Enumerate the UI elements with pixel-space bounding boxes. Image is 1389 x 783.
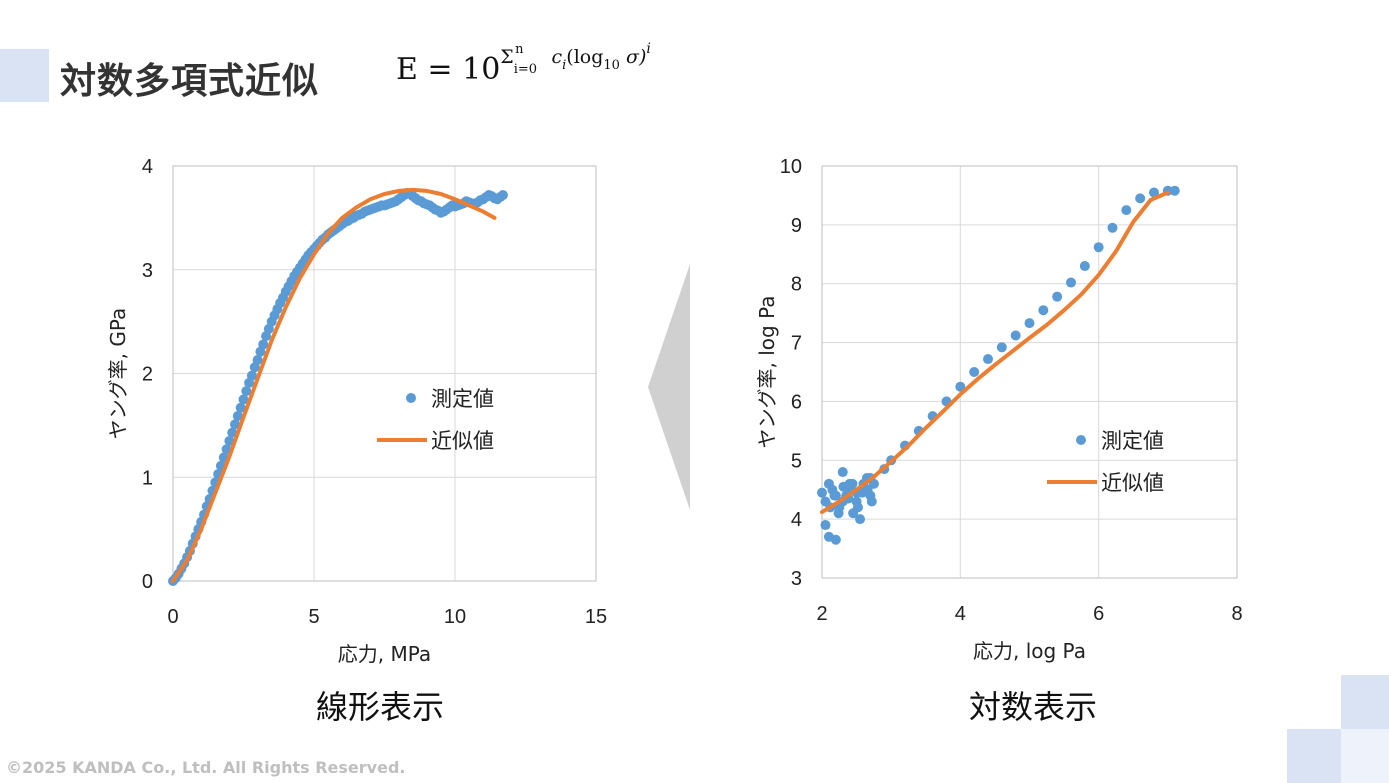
data-point — [837, 467, 848, 478]
y-tick-label: 8 — [791, 274, 802, 296]
data-point — [224, 435, 235, 446]
plot-area — [821, 165, 1238, 579]
data-point — [1038, 305, 1049, 316]
data-point — [235, 402, 246, 413]
formula-exponent: Σi=0n ci(log10 σ)i — [500, 41, 651, 77]
y-tick-label: 9 — [791, 215, 802, 237]
formula-exp: i — [646, 41, 651, 57]
chart-caption-log: 対数表示 — [968, 688, 1097, 726]
data-point — [820, 520, 831, 531]
data-point — [1107, 222, 1118, 233]
y-axis-label: ヤング率, GPa — [106, 308, 130, 440]
y-tick-label: 1 — [142, 467, 153, 489]
data-point — [833, 508, 844, 519]
formula-paren: (log — [566, 46, 604, 68]
formula-paren-end: σ) — [619, 46, 647, 68]
data-point — [996, 342, 1007, 353]
data-point — [852, 502, 863, 513]
fit-line — [820, 190, 1170, 515]
data-point — [238, 394, 249, 405]
y-tick-label: 5 — [791, 450, 802, 472]
data-point — [823, 478, 834, 489]
data-point — [246, 370, 257, 381]
data-point — [1024, 318, 1035, 329]
data-point — [1093, 242, 1104, 253]
legend-label-measured: 測定値 — [1101, 429, 1164, 453]
y-tick-label: 2 — [142, 364, 153, 386]
y-tick-label: 6 — [791, 391, 802, 413]
log-chart: 2 4 6 8 3 4 5 6 7 8 9 10 応力, log Pa ヤング率, log Pa 測定値近似… — [755, 156, 1243, 663]
x-tick-label: 4 — [955, 603, 966, 625]
data-point — [1052, 291, 1063, 302]
x-axis-label: 応力, MPa — [338, 642, 431, 666]
data-point — [227, 427, 238, 438]
data-point — [258, 339, 269, 350]
x-tick-label: 5 — [308, 606, 319, 628]
data-point — [497, 190, 508, 201]
legend-label-measured: 測定値 — [431, 387, 494, 411]
legend-marker-measured — [1076, 435, 1086, 445]
y-tick-label: 7 — [791, 333, 802, 355]
x-tick-label: 10 — [444, 606, 466, 628]
data-point — [241, 386, 252, 397]
copyright: ©2025 KANDA Co., Ltd. All Rights Reserve… — [6, 758, 406, 777]
y-tick-label: 3 — [791, 568, 802, 590]
plot-area — [172, 165, 597, 582]
left-arrow-triangle — [648, 264, 690, 510]
legend-label-fit: 近似値 — [1101, 471, 1164, 495]
data-point — [1066, 277, 1076, 288]
formula-sum: Σ — [500, 46, 514, 68]
formula-lhs: E = 10 — [396, 52, 501, 87]
x-tick-label: 2 — [816, 603, 827, 625]
y-axis-label: ヤング率, log Pa — [755, 296, 779, 449]
deco-square-3 — [1341, 729, 1389, 783]
deco-square-1 — [1341, 675, 1389, 729]
legend-label-fit: 近似値 — [431, 429, 494, 453]
y-tick-label: 4 — [142, 156, 153, 178]
data-point — [983, 354, 993, 365]
data-point — [232, 411, 243, 422]
data-point — [955, 381, 966, 392]
formula-sum-sub: i=0 — [513, 62, 538, 77]
x-tick-label: 15 — [585, 606, 607, 628]
data-point — [1010, 330, 1021, 341]
deco-square-2 — [1287, 729, 1341, 783]
x-tick-label: 0 — [167, 606, 178, 628]
formula-body-sub: i — [562, 58, 567, 73]
x-tick-label: 8 — [1231, 603, 1242, 625]
arrow-shape — [648, 264, 690, 510]
data-point — [855, 514, 866, 525]
accent-square — [0, 49, 49, 102]
data-point — [230, 419, 241, 430]
data-point — [1135, 193, 1146, 204]
formula: E = 10Σi=0n ci(log10 σ)i — [396, 41, 651, 87]
data-point — [830, 534, 841, 545]
formula-sum-sup: n — [515, 42, 524, 57]
data-point — [252, 355, 263, 366]
page-title: 対数多項式近似 — [60, 61, 320, 102]
chart-caption-linear: 線形表示 — [315, 688, 444, 726]
data-point — [1121, 205, 1132, 216]
y-tick-label: 3 — [142, 260, 153, 282]
data-point — [866, 496, 877, 507]
fit-line — [171, 187, 497, 583]
data-point — [817, 487, 827, 498]
formula-paren-sub: 10 — [603, 58, 620, 73]
formula-body: c — [545, 46, 563, 68]
data-point — [969, 367, 980, 377]
data-point — [830, 490, 841, 501]
y-tick-label: 10 — [780, 156, 802, 178]
data-point — [1149, 187, 1159, 198]
y-tick-label: 0 — [142, 571, 153, 593]
data-point — [1169, 185, 1180, 196]
x-tick-label: 6 — [1093, 603, 1104, 625]
x-axis-label: 応力, log Pa — [973, 639, 1086, 663]
legend-marker-measured — [406, 393, 416, 403]
y-tick-label: 4 — [791, 509, 802, 531]
data-point — [1079, 261, 1090, 272]
